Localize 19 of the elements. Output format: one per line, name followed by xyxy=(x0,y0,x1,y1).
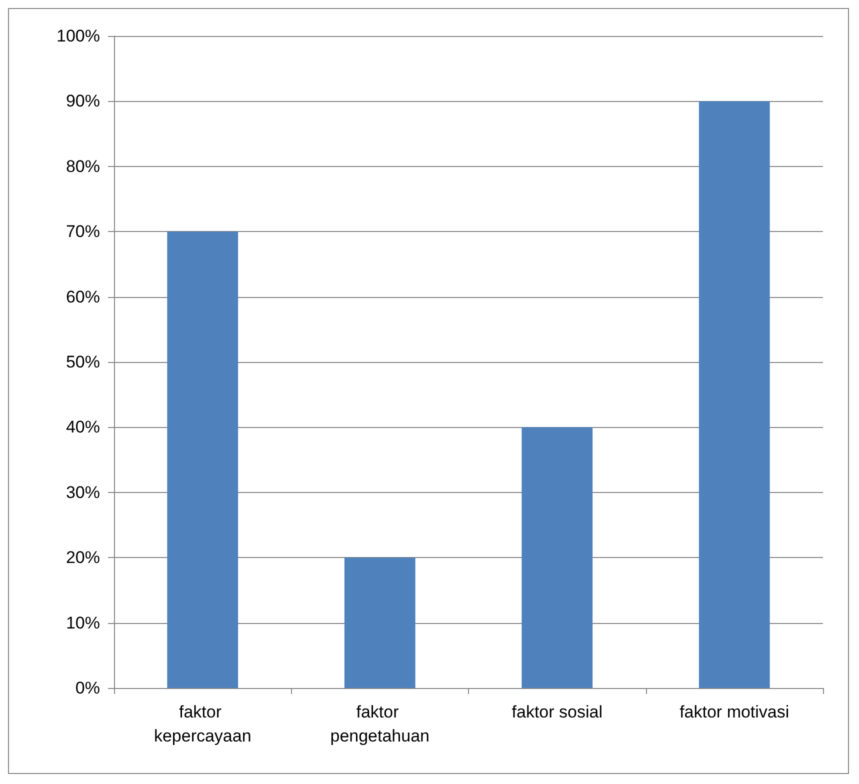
x-tick-label: faktor sosial xyxy=(512,702,602,722)
y-tick-label: 80% xyxy=(66,156,100,176)
y-tick-label: 0% xyxy=(75,678,100,698)
y-tick-label: 40% xyxy=(66,418,100,437)
bar xyxy=(344,558,416,688)
y-tick-label: 100% xyxy=(56,26,100,46)
y-tick-label: 30% xyxy=(66,482,100,502)
y-tick-label: 20% xyxy=(66,548,100,568)
x-tick-label: faktor motivasi xyxy=(680,702,790,722)
y-tick-label: 10% xyxy=(66,613,100,632)
bar xyxy=(167,232,238,688)
y-tick-label: 90% xyxy=(66,92,100,111)
x-tick-label: faktor pengetahuan xyxy=(330,702,430,746)
y-tick-label: 50% xyxy=(66,352,100,372)
bar xyxy=(698,101,770,688)
x-tick-label: faktor kepercayaan xyxy=(154,702,252,746)
bar xyxy=(522,427,593,688)
y-tick-label: 70% xyxy=(66,222,100,242)
y-tick-label: 60% xyxy=(66,287,100,306)
